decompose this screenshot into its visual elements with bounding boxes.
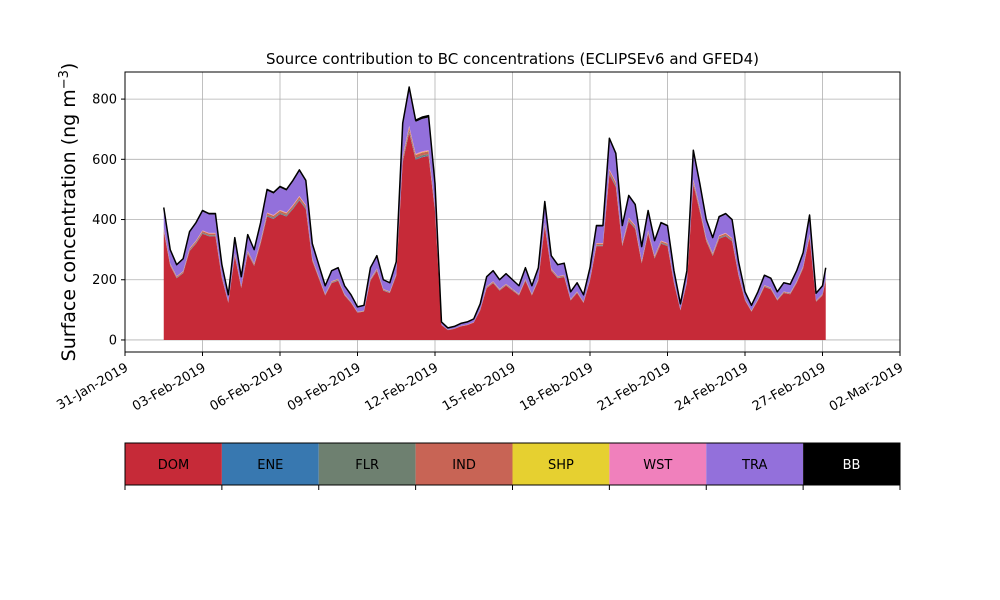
legend-label-ind: IND bbox=[452, 458, 476, 473]
legend-label-tra: TRA bbox=[741, 458, 767, 473]
y-axis-ticks: 0 200 400 600 800 bbox=[92, 93, 125, 348]
legend-label-flr: FLR bbox=[355, 458, 379, 473]
legend-label-wst: WST bbox=[643, 458, 672, 473]
y-axis-label-superscript: −3 bbox=[57, 70, 72, 89]
y-tick-label: 0 bbox=[109, 333, 117, 348]
y-axis-label: Surface concentration (ng m−3) bbox=[57, 63, 81, 362]
x-tick-label: 12-Feb-2019 bbox=[362, 360, 441, 414]
x-axis-ticks: 31-Jan-201903-Feb-201906-Feb-201909-Feb-… bbox=[54, 352, 906, 415]
legend-swatch-tra bbox=[706, 443, 804, 485]
legend-swatch-bb bbox=[803, 443, 900, 485]
legend-swatch-ene bbox=[221, 443, 319, 485]
total-line-group bbox=[163, 86, 827, 329]
x-tick-label: 09-Feb-2019 bbox=[285, 360, 364, 414]
y-tick-label: 800 bbox=[92, 93, 117, 108]
legend-label-ene: ENE bbox=[257, 458, 283, 473]
total-line bbox=[163, 86, 827, 329]
y-tick-label: 200 bbox=[92, 273, 117, 288]
legend-swatch-dom bbox=[125, 443, 222, 485]
x-tick-label: 21-Feb-2019 bbox=[595, 360, 674, 414]
legend-swatch-ind bbox=[415, 443, 513, 485]
x-tick-label: 06-Feb-2019 bbox=[207, 360, 286, 414]
x-tick-label: 27-Feb-2019 bbox=[750, 360, 829, 414]
y-axis-label-main: Surface concentration (ng m bbox=[58, 89, 80, 361]
area-tra bbox=[163, 89, 826, 330]
y-axis-label-close: ) bbox=[58, 63, 80, 70]
x-tick-label: 15-Feb-2019 bbox=[440, 360, 519, 414]
y-tick-label: 600 bbox=[92, 153, 117, 168]
area-dom bbox=[163, 132, 826, 340]
legend-swatch-flr bbox=[318, 443, 416, 485]
x-tick-label: 03-Feb-2019 bbox=[130, 360, 209, 414]
chart-title: Source contribution to BC concentrations… bbox=[266, 50, 759, 68]
legend-swatch-wst bbox=[609, 443, 707, 485]
y-tick-label: 400 bbox=[92, 213, 117, 228]
x-tick-label: 18-Feb-2019 bbox=[517, 360, 596, 414]
x-tick-label: 02-Mar-2019 bbox=[827, 360, 906, 414]
stacked-areas bbox=[163, 87, 826, 340]
legend-label-bb: BB bbox=[843, 458, 861, 473]
legend-swatch-shp bbox=[512, 443, 610, 485]
legend-label-shp: SHP bbox=[548, 458, 574, 473]
legend-label-dom: DOM bbox=[158, 458, 189, 473]
x-tick-label: 31-Jan-2019 bbox=[54, 360, 131, 413]
legend-colorbar: DOM ENE FLR IND SHP WST TRA BB bbox=[124, 442, 901, 490]
x-tick-label: 24-Feb-2019 bbox=[672, 360, 751, 414]
